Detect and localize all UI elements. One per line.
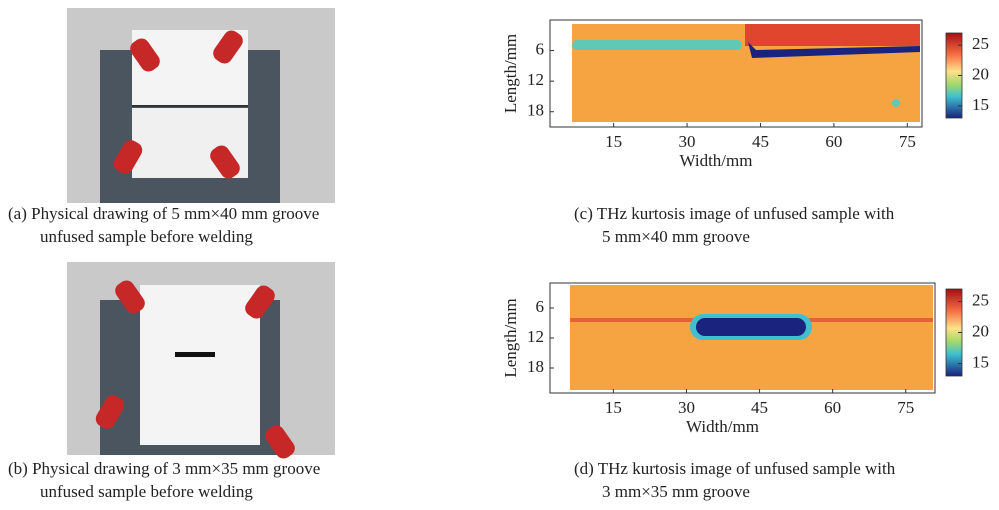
heatmap-d-image [570, 285, 933, 390]
x-axis-label: Width/mm [680, 151, 753, 170]
y-tick-label: 12 [527, 327, 544, 346]
colorbar-tick-label: 20 [972, 64, 989, 83]
x-tick-label: 15 [605, 398, 622, 417]
caption: (b) Physical drawing of 3 mm×35 mm groov… [8, 459, 320, 478]
y-tick-label: 6 [536, 39, 545, 58]
x-tick-label: 75 [897, 398, 914, 417]
caption: unfused sample before welding [40, 482, 253, 501]
x-tick-label: 60 [825, 132, 842, 151]
x-axis-label: Width/mm [686, 417, 759, 436]
y-tick-label: 18 [527, 101, 544, 120]
colorbar-tick-label: 20 [972, 321, 989, 340]
figure: 15 30 45 60 75 6 12 18 Width/mm Length/mm 25 20 15 15… [0, 0, 999, 510]
caption: (c) THz kurtosis image of unfused sample… [574, 204, 895, 223]
caption: 3 mm×35 mm groove [602, 482, 750, 501]
y-tick-label: 12 [527, 70, 544, 89]
x-tick-label: 45 [752, 132, 769, 151]
y-tick-label: 18 [527, 357, 544, 376]
x-tick-label: 30 [678, 398, 695, 417]
x-tick-label: 60 [824, 398, 841, 417]
x-tick-label: 30 [679, 132, 696, 151]
x-tick-label: 75 [899, 132, 916, 151]
y-axis-label: Length/mm [501, 298, 520, 377]
photo-b [67, 262, 335, 462]
colorbar-tick-label: 15 [972, 95, 989, 114]
colorbar-tick-label: 15 [972, 352, 989, 371]
page: { "photos": [ {"caption": ["(a) Physical… [0, 0, 999, 510]
caption: (d) THz kurtosis image of unfused sample… [574, 459, 896, 478]
heatmap-c-image [572, 24, 920, 122]
x-tick-label: 45 [751, 398, 768, 417]
photo-a [67, 8, 335, 203]
caption: 5 mm×40 mm groove [602, 227, 750, 246]
caption: (a) Physical drawing of 5 mm×40 mm groov… [8, 204, 319, 223]
colorbar-tick-label: 25 [972, 290, 989, 309]
y-tick-label: 6 [536, 297, 545, 316]
x-tick-label: 15 [605, 132, 622, 151]
colorbar-tick-label: 25 [972, 34, 989, 53]
y-axis-label: Length/mm [501, 34, 520, 113]
caption: unfused sample before welding [40, 227, 253, 246]
